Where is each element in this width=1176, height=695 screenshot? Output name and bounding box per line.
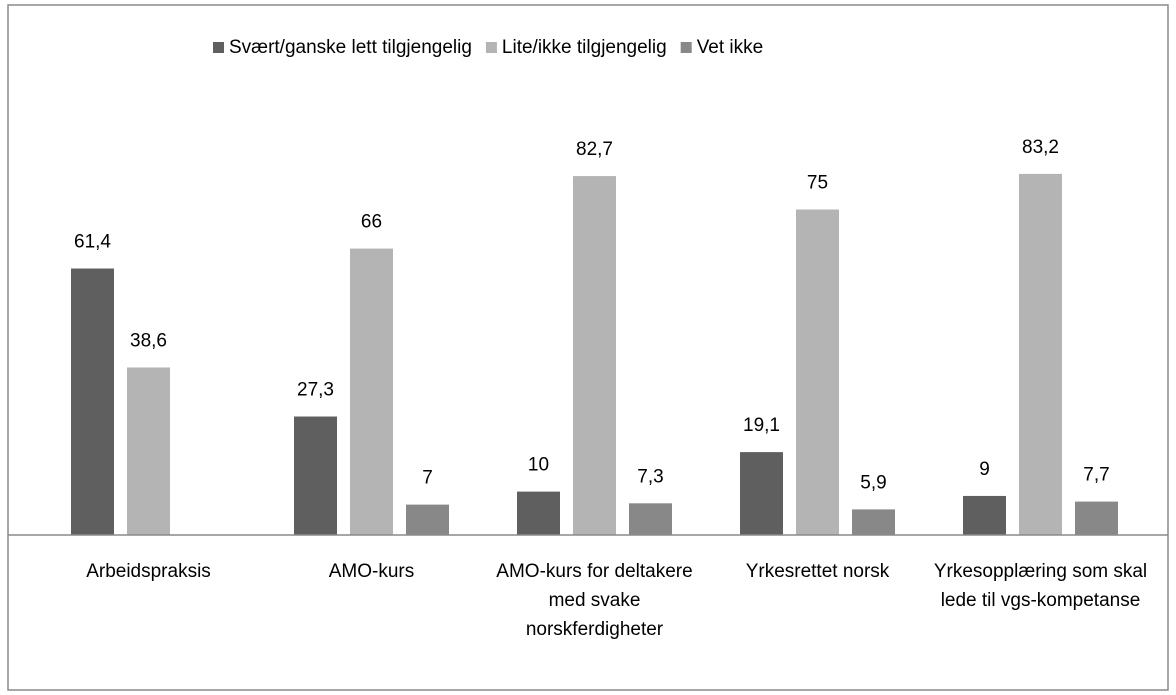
data-label: 10 xyxy=(528,455,549,476)
x-tick-label: Yrkesrettet norsk xyxy=(746,561,890,582)
bar xyxy=(629,503,672,535)
data-label: 7 xyxy=(422,468,433,489)
bar xyxy=(517,491,560,535)
bar xyxy=(852,509,895,535)
bar xyxy=(573,176,616,535)
bar xyxy=(350,248,393,535)
legend-swatch xyxy=(485,42,497,53)
bar xyxy=(71,268,114,535)
data-label: 83,2 xyxy=(1022,137,1059,158)
data-label: 61,4 xyxy=(74,232,111,253)
data-label: 7,3 xyxy=(637,466,663,487)
x-tick-label: AMO-kurs xyxy=(329,561,415,582)
data-label: 7,7 xyxy=(1083,465,1109,486)
bar xyxy=(127,367,170,535)
legend-label: Lite/ikke tilgjengelig xyxy=(502,37,667,58)
bar xyxy=(1075,501,1118,535)
legend-label: Svært/ganske lett tilgjengelig xyxy=(229,37,472,58)
bar xyxy=(740,452,783,535)
x-tick-label: Arbeidspraksis xyxy=(86,561,211,582)
bar xyxy=(294,416,337,535)
bar xyxy=(406,504,449,535)
legend-label: Vet ikke xyxy=(697,37,764,58)
data-label: 75 xyxy=(807,173,828,194)
data-label: 5,9 xyxy=(860,472,886,493)
bar xyxy=(1019,173,1062,536)
bar xyxy=(796,209,839,535)
x-tick-label: AMO-kurs for deltakere med svake norskferd… xyxy=(496,561,692,640)
data-label: 66 xyxy=(361,212,382,233)
data-label: 9 xyxy=(979,459,990,480)
bar xyxy=(963,495,1006,535)
data-label: 27,3 xyxy=(297,380,334,401)
data-label: 19,1 xyxy=(743,415,780,436)
data-label: 82,7 xyxy=(576,139,613,160)
data-label: 38,6 xyxy=(130,330,167,351)
legend-swatch xyxy=(213,42,224,53)
x-tick-label: Yrkesopplæring som skal lede til vgs-komp… xyxy=(934,561,1147,611)
legend-swatch xyxy=(680,42,692,53)
